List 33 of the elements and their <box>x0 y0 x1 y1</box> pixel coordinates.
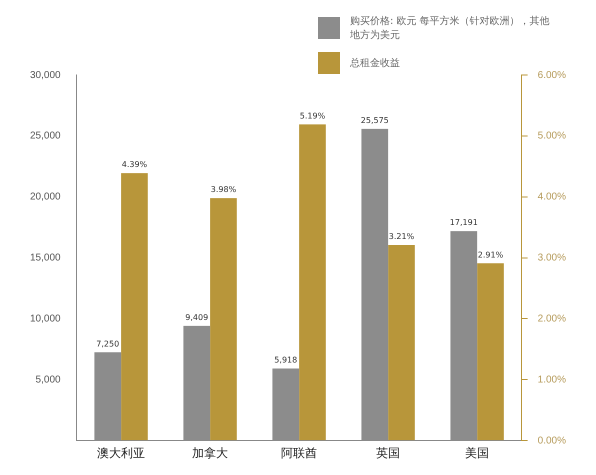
x-tick-label: 澳大利亚 <box>97 446 146 460</box>
legend-label: 购买价格: 欧元 每平方米（针对欧洲），其他地方为美元 <box>350 14 551 42</box>
y2-tick-label: 1.00% <box>538 374 566 386</box>
y-tick-label: 5,000 <box>36 374 62 386</box>
data-label: 7,250 <box>96 339 120 348</box>
data-label: 9,409 <box>185 313 208 322</box>
data-label: 5.19% <box>300 111 326 120</box>
data-label: 2.91% <box>478 250 504 260</box>
x-tick-label: 加拿大 <box>192 446 228 460</box>
y-tick-label: 15,000 <box>30 252 62 264</box>
y-tick-label: 10,000 <box>30 313 62 324</box>
x-tick-label: 美国 <box>465 446 490 460</box>
x-tick-label: 英国 <box>376 446 400 460</box>
data-label: 25,575 <box>360 116 389 126</box>
y2-tick-label: 2.00% <box>538 313 566 324</box>
y-tick-label: 20,000 <box>30 192 62 203</box>
y2-tick-label: 5.00% <box>538 130 566 142</box>
y2-tick-label: 6.00% <box>538 70 566 81</box>
x-tick-label: 阿联酋 <box>281 446 318 460</box>
y2-tick-label: 0.00% <box>538 435 566 446</box>
y2-tick-label: 3.00% <box>538 252 566 264</box>
data-label: 17,191 <box>450 218 478 228</box>
bar <box>121 173 148 440</box>
y2-tick-label: 4.00% <box>538 192 566 203</box>
data-label: 3.21% <box>388 232 415 242</box>
data-label: 4.39% <box>122 160 148 170</box>
data-label: 5,918 <box>274 356 298 365</box>
y-tick-label: 30,000 <box>30 70 62 81</box>
bar <box>210 198 237 440</box>
data-label: 3.98% <box>210 185 237 194</box>
legend-label: 总租金收益 <box>350 56 400 70</box>
y-tick-label: 25,000 <box>30 130 62 142</box>
bar <box>299 124 326 440</box>
